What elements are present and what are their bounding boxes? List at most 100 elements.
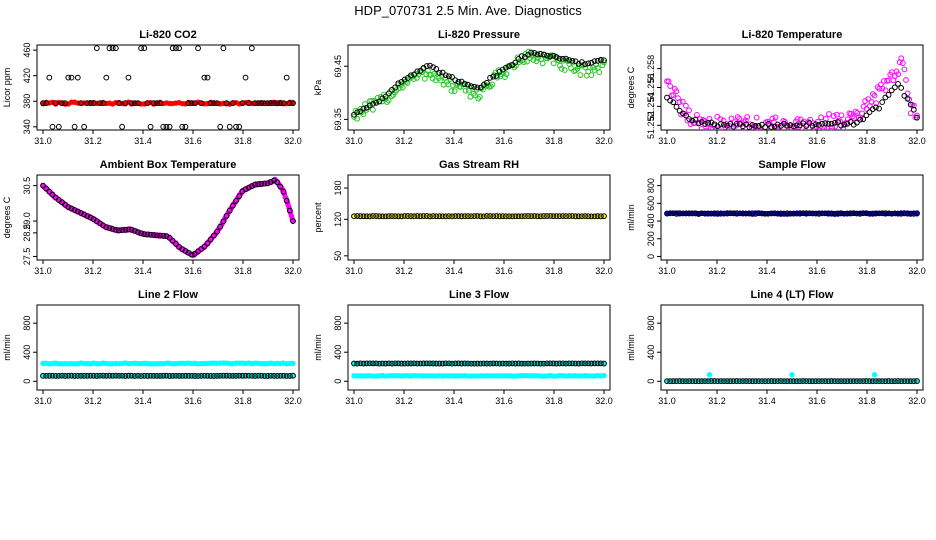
- data-point: [210, 373, 217, 379]
- data-point: [71, 207, 78, 213]
- data-point: [569, 57, 576, 64]
- data-point: [277, 100, 284, 107]
- data-point: [191, 373, 198, 379]
- data-point: [382, 93, 389, 100]
- data-point: [452, 213, 459, 219]
- data-point: [857, 116, 863, 123]
- data-point: [512, 213, 519, 220]
- data-point: [822, 120, 829, 127]
- data-point: [461, 81, 468, 87]
- data-point: [78, 372, 84, 379]
- data-point: [827, 127, 834, 130]
- data-point: [354, 360, 361, 367]
- data-point: [399, 84, 406, 91]
- data-point: [138, 45, 145, 52]
- data-point: [233, 197, 239, 204]
- data-point: [578, 213, 585, 220]
- data-point: [442, 72, 449, 79]
- data-point: [898, 378, 905, 385]
- x-tick-label: 31.0: [345, 136, 363, 146]
- data-point: [534, 51, 541, 58]
- data-point: [100, 100, 107, 107]
- plot-frame: [660, 304, 924, 391]
- data-point: [503, 71, 510, 78]
- data-point: [733, 378, 740, 384]
- data-point: [853, 378, 860, 384]
- data-point: [569, 360, 576, 367]
- data-point: [179, 373, 186, 379]
- data-point: [125, 74, 132, 81]
- data-point: [746, 210, 753, 217]
- data-point: [93, 45, 100, 52]
- data-point: [131, 373, 138, 379]
- data-point: [122, 226, 129, 233]
- data-point: [166, 123, 173, 130]
- data-point: [525, 213, 531, 219]
- data-point: [673, 103, 680, 110]
- data-point: [777, 128, 783, 130]
- data-point: [800, 210, 806, 217]
- data-point: [450, 82, 456, 89]
- data-point: [423, 63, 430, 69]
- data-point: [493, 73, 500, 79]
- data-point: [369, 106, 376, 113]
- data-point: [290, 372, 296, 379]
- x-tick-label: 31.6: [495, 266, 513, 276]
- data-point: [822, 115, 829, 122]
- data-point: [204, 74, 211, 81]
- data-point: [116, 100, 122, 107]
- x-tick-label: 31.2: [708, 396, 726, 406]
- data-point: [689, 117, 696, 124]
- data-point: [509, 360, 516, 367]
- data-point: [382, 213, 389, 220]
- y-tick-label: 50: [333, 251, 343, 261]
- data-point: [404, 360, 411, 367]
- data-point: [226, 372, 233, 379]
- data-point: [755, 210, 762, 217]
- data-point: [499, 360, 506, 367]
- data-point: [537, 213, 544, 220]
- data-point: [458, 213, 465, 220]
- y-tick-label: 800: [333, 316, 343, 331]
- data-point: [119, 227, 126, 233]
- data-point: [815, 121, 822, 128]
- data-point: [563, 55, 569, 62]
- data-point: [489, 81, 496, 88]
- data-point: [468, 360, 474, 367]
- data-point: [214, 373, 220, 379]
- data-area: [351, 360, 607, 379]
- data-point: [252, 373, 258, 379]
- data-point: [160, 233, 167, 239]
- x-tick-label: 31.2: [395, 266, 413, 276]
- data-point: [84, 372, 91, 379]
- data-point: [43, 100, 50, 107]
- data-point: [695, 210, 702, 217]
- data-point: [195, 45, 201, 52]
- data-point: [267, 372, 274, 379]
- data-point: [109, 372, 116, 379]
- data-point: [49, 191, 56, 198]
- data-point: [490, 73, 497, 80]
- data-point: [863, 112, 870, 119]
- y-tick-label: 51.252: [646, 112, 656, 140]
- data-point: [857, 378, 863, 385]
- data-point: [84, 213, 91, 219]
- series-avg: [40, 372, 296, 379]
- data-point: [819, 127, 826, 130]
- data-point: [62, 100, 69, 107]
- data-point: [106, 45, 113, 52]
- x-tick-label: 32.0: [595, 266, 613, 276]
- page-title: HDP_070731 2.5 Min. Ave. Diagnostics: [354, 3, 582, 18]
- chart-title: Li-820 CO2: [139, 29, 196, 41]
- y-tick-label: 51.256: [646, 74, 656, 102]
- data-point: [144, 231, 151, 238]
- data-point: [588, 360, 595, 367]
- data-point: [236, 372, 243, 379]
- data-point: [408, 72, 414, 79]
- data-point: [81, 123, 88, 130]
- data-point: [724, 210, 731, 217]
- x-tick-label: 32.0: [908, 396, 926, 406]
- data-point: [78, 100, 84, 107]
- y-axis-label: percent: [313, 202, 323, 233]
- data-point: [255, 100, 262, 107]
